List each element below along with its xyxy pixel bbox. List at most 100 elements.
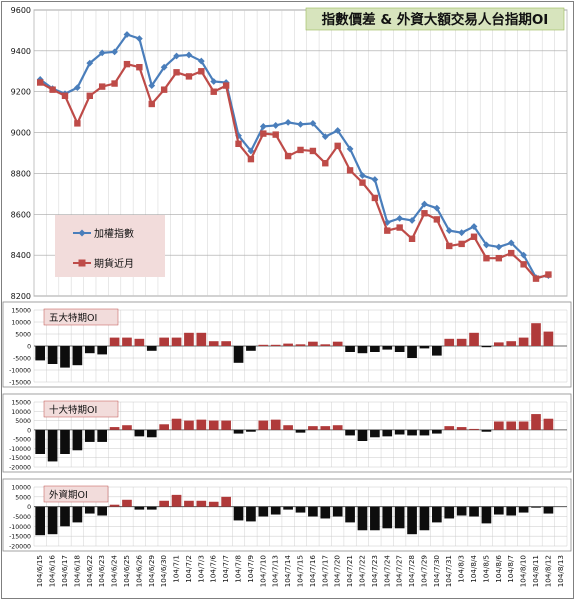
futures-point-marker bbox=[284, 152, 292, 160]
index-point-marker bbox=[520, 251, 528, 259]
y-tick-label: -20000 bbox=[9, 465, 31, 472]
bar-positive bbox=[270, 344, 281, 346]
y-tick-label: 8200 bbox=[11, 292, 31, 301]
futures-point-marker bbox=[458, 240, 465, 248]
futures-point-marker bbox=[123, 60, 131, 68]
bar-positive bbox=[109, 427, 120, 430]
y-tick-label: -15000 bbox=[9, 534, 31, 541]
x-tick-label: 104/8/10 bbox=[519, 555, 528, 588]
y-tick-label: 9600 bbox=[11, 6, 31, 15]
x-tick-label: 104/8/12 bbox=[543, 555, 552, 587]
bar-positive bbox=[196, 500, 207, 507]
bar-negative bbox=[456, 506, 467, 516]
futures-point-marker bbox=[297, 146, 304, 154]
chart-title-box bbox=[305, 7, 565, 31]
index-point-marker bbox=[197, 57, 205, 65]
bar-negative bbox=[295, 506, 306, 513]
bar-negative bbox=[357, 346, 368, 354]
bar-positive bbox=[444, 426, 455, 430]
bar-negative bbox=[320, 506, 331, 519]
bar-positive bbox=[208, 501, 219, 507]
bar-negative bbox=[84, 346, 95, 354]
bar-negative bbox=[407, 429, 417, 436]
x-tick-label: 104/7/6 bbox=[209, 555, 218, 583]
x-tick-label: 104/7/17 bbox=[320, 555, 329, 587]
x-tick-label: 104/6/25 bbox=[122, 555, 131, 587]
panel-label-box bbox=[43, 485, 109, 503]
bar-negative bbox=[97, 429, 108, 442]
bar-positive bbox=[221, 496, 231, 507]
index-point-marker bbox=[495, 243, 503, 251]
x-tick-label: 104/6/17 bbox=[60, 555, 69, 587]
bar-negative bbox=[270, 506, 281, 515]
futures-point-marker bbox=[222, 82, 230, 89]
index-point-marker bbox=[247, 147, 255, 155]
bar-negative bbox=[345, 506, 355, 523]
bar-positive bbox=[469, 428, 479, 430]
futures-point-marker bbox=[111, 80, 118, 87]
futures-point-marker bbox=[247, 155, 255, 163]
bar-negative bbox=[233, 346, 244, 363]
y-tick-label: -10000 bbox=[9, 368, 31, 375]
bar-positive bbox=[208, 420, 219, 430]
y-tick-label: 8400 bbox=[11, 251, 31, 260]
legend-label: 加權指數 bbox=[94, 227, 134, 240]
y-tick-label: -10000 bbox=[9, 524, 31, 531]
y-tick-label: -5000 bbox=[13, 356, 31, 363]
bar-panel-3: -20000 -15000 -10000 -5000 0 5000 10000 外資期OI bbox=[2, 478, 572, 552]
bar-negative bbox=[382, 506, 393, 529]
bar-negative bbox=[345, 346, 355, 352]
bar-negative bbox=[72, 346, 83, 366]
x-tick-label: 104/8/13 bbox=[556, 555, 565, 587]
futures-point-marker bbox=[173, 69, 180, 76]
bar-negative bbox=[432, 346, 442, 356]
index-point-marker bbox=[458, 229, 466, 237]
y-tick-label: 10000 bbox=[11, 409, 31, 416]
bar-positive bbox=[543, 331, 554, 346]
bar-positive bbox=[493, 421, 504, 430]
bar-positive bbox=[531, 323, 541, 346]
index-point-marker bbox=[148, 82, 156, 89]
bar-negative bbox=[506, 506, 517, 516]
futures-point-marker bbox=[74, 120, 81, 127]
futures-point-marker bbox=[210, 88, 217, 95]
x-tick-label: 104/7/24 bbox=[382, 555, 391, 588]
bar-negative bbox=[370, 429, 380, 438]
panel-label: 外資期OI bbox=[49, 489, 88, 501]
panel-label-box bbox=[43, 400, 119, 418]
bar-negative bbox=[246, 346, 256, 351]
futures-point-marker bbox=[495, 255, 503, 262]
x-tick-label: 104/7/14 bbox=[283, 555, 292, 588]
x-tick-label: 104/6/26 bbox=[134, 555, 143, 588]
x-tick-label: 104/6/30 bbox=[159, 555, 168, 588]
bar-negative bbox=[481, 346, 492, 348]
y-tick-label: 9000 bbox=[11, 129, 31, 138]
bar-positive bbox=[122, 425, 132, 430]
panel-label-box bbox=[43, 308, 119, 326]
index-point-marker bbox=[445, 227, 453, 235]
x-tick-label: 104/7/16 bbox=[308, 555, 317, 588]
x-tick-label: 104/7/13 bbox=[271, 555, 280, 587]
x-tick-label: 104/7/20 bbox=[333, 555, 342, 588]
bar-negative bbox=[84, 429, 95, 442]
bar-negative bbox=[47, 346, 58, 364]
index-point-marker bbox=[408, 217, 416, 224]
bar-negative bbox=[407, 506, 417, 535]
index-point-marker bbox=[470, 223, 478, 230]
x-tick-label: 104/8/5 bbox=[481, 555, 490, 583]
bar-negative bbox=[233, 429, 244, 434]
futures-point-marker bbox=[235, 140, 242, 148]
bar-negative bbox=[394, 346, 405, 352]
legend-swatch-marker bbox=[78, 259, 86, 267]
bar-negative bbox=[357, 506, 368, 531]
bar-negative bbox=[146, 506, 157, 510]
bar-negative bbox=[134, 429, 145, 437]
bar-positive bbox=[159, 500, 169, 507]
futures-point-marker bbox=[160, 86, 168, 93]
y-tick-label: -5000 bbox=[13, 514, 31, 521]
bar-negative bbox=[72, 506, 83, 523]
bar-negative bbox=[84, 506, 95, 514]
x-tick-label: 104/7/28 bbox=[407, 555, 416, 588]
bar-negative bbox=[382, 429, 393, 437]
